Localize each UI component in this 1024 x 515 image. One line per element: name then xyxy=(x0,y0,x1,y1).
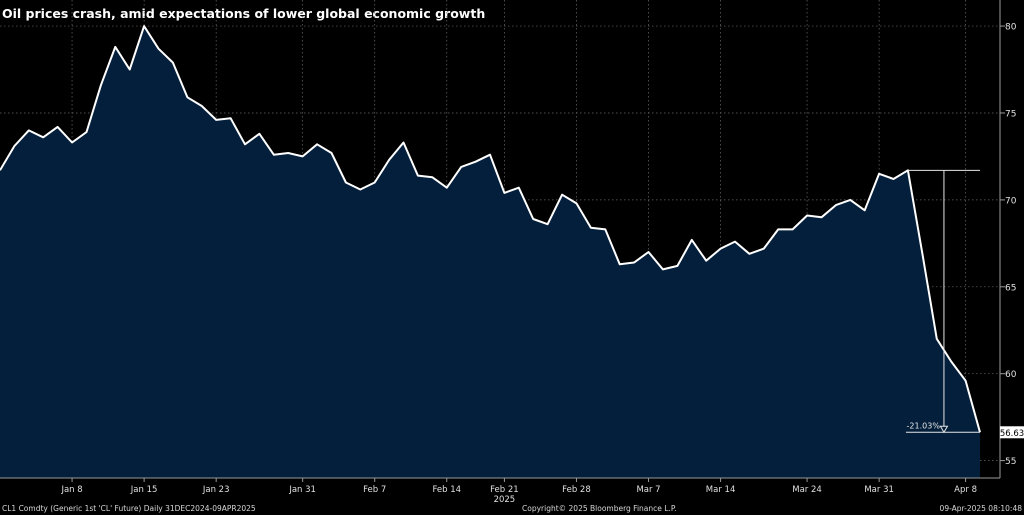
y-tick-label: 75 xyxy=(1005,109,1016,119)
x-tick-label: Jan 8 xyxy=(60,485,82,495)
footer-timestamp: 09-Apr-2025 08:10:48 xyxy=(939,504,1022,513)
x-tick-label: Jan 23 xyxy=(202,485,230,495)
last-value-layer: 56.63 xyxy=(1000,426,1024,439)
x-tick-label: Mar 7 xyxy=(636,485,660,495)
x-tick-label: Jan 31 xyxy=(288,485,316,495)
y-tick-label: 65 xyxy=(1005,283,1016,293)
x-year-label: 2025 xyxy=(494,495,516,505)
x-tick-label: Apr 8 xyxy=(954,485,977,495)
y-axis-ticks: 55 60 65 70 75 80 xyxy=(1000,23,1017,467)
last-value-box xyxy=(1000,426,1024,439)
x-tick-label: Mar 31 xyxy=(864,485,894,495)
footer-copyright: Copyright© 2025 Bloomberg Finance L.P. xyxy=(522,504,677,513)
drawdown-annotation: -21.03% xyxy=(905,169,980,434)
y-tick-label: 70 xyxy=(1005,196,1017,206)
price-line xyxy=(0,25,981,433)
x-axis-ticks: Jan 8 Jan 15 Jan 23 Jan 31 Feb 7 Feb 14 Feb 21… xyxy=(60,478,977,505)
price-area xyxy=(0,26,980,478)
x-tick-label: Feb 21 xyxy=(490,485,519,495)
last-value-label: 56.63 xyxy=(1000,429,1024,439)
annotation-arrow-icon xyxy=(939,425,949,434)
x-tick-label: Jan 15 xyxy=(130,485,158,495)
y-tick-label: 80 xyxy=(1005,23,1017,33)
footer-source: CL1 Comdty (Generic 1st 'CL' Future) Dai… xyxy=(2,504,256,513)
x-tick-label: Mar 14 xyxy=(706,485,736,495)
chart-title: Oil prices crash, amid expectations of l… xyxy=(2,6,486,21)
x-tick-label: Mar 24 xyxy=(792,485,822,495)
x-tick-label: Feb 28 xyxy=(562,485,591,495)
x-tick-label: Feb 14 xyxy=(432,485,461,495)
annotation-label: -21.03% xyxy=(907,421,941,430)
y-tick-label: 60 xyxy=(1005,370,1017,380)
y-tick-label: 55 xyxy=(1005,457,1016,467)
x-tick-label: Feb 7 xyxy=(363,485,386,495)
